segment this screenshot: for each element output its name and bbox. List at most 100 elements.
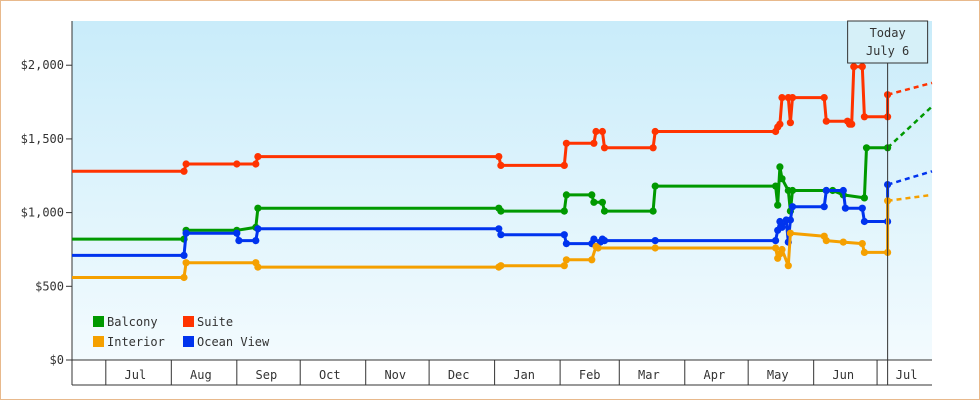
x-tick-label: Mar [638, 368, 660, 382]
data-point [848, 120, 856, 128]
data-point [252, 160, 260, 168]
data-point [235, 237, 243, 245]
data-point [252, 237, 260, 245]
data-point [649, 144, 657, 152]
data-point [254, 225, 262, 233]
data-point [651, 237, 659, 245]
data-point [651, 127, 659, 136]
data-point [594, 244, 602, 252]
data-point [562, 191, 571, 199]
today-box [847, 20, 929, 64]
data-point [590, 235, 598, 243]
data-point [776, 163, 784, 171]
data-point [180, 251, 188, 259]
legend-swatch [93, 336, 104, 347]
data-point [858, 240, 866, 248]
data-point [182, 229, 190, 237]
x-tick-label: Dec [448, 368, 470, 382]
y-tick-label: $1,000 [21, 206, 64, 220]
data-point [497, 161, 505, 169]
legend-swatch [93, 316, 104, 327]
data-point [254, 153, 262, 161]
data-point [180, 167, 188, 175]
data-point [588, 191, 596, 199]
data-point [820, 203, 828, 211]
data-point [776, 120, 784, 128]
data-point [786, 216, 795, 224]
data-point [788, 94, 797, 102]
data-point [562, 240, 571, 248]
x-tick-label: Feb [579, 368, 601, 382]
data-point [858, 63, 866, 71]
y-tick-label: $500 [35, 279, 64, 293]
today-label: Today [870, 26, 906, 40]
legend-label: Suite [197, 315, 233, 329]
data-point [778, 175, 786, 183]
y-tick-label: $0 [50, 353, 64, 367]
data-point [600, 144, 609, 152]
data-point [497, 231, 505, 239]
data-point [598, 127, 607, 136]
legend-label: Balcony [107, 315, 158, 329]
data-point [784, 262, 792, 270]
projection-line [887, 193, 933, 203]
x-tick-label: Jul [896, 368, 918, 382]
data-point [860, 113, 869, 121]
axes: $0 $500 $1,000 $1,500 $2,000 Jul Aug Sep Oct Nov D… [21, 21, 932, 386]
x-tick-label: Jul [125, 368, 147, 382]
x-tick-label: May [767, 368, 789, 382]
data-point [788, 203, 797, 211]
data-point [588, 256, 596, 264]
data-point [182, 259, 190, 267]
data-point [560, 262, 568, 270]
data-point [858, 204, 866, 212]
data-point [860, 217, 869, 226]
data-point [778, 245, 786, 254]
legend-swatch [183, 316, 194, 327]
data-point [839, 186, 847, 195]
x-tick-label: Aug [190, 368, 212, 382]
data-point [651, 244, 659, 252]
legend-swatch [183, 336, 194, 347]
data-point [560, 231, 568, 239]
data-point [786, 229, 795, 237]
data-point [560, 207, 568, 215]
data-point [850, 63, 858, 71]
data-point [180, 273, 188, 282]
data-point [786, 119, 795, 127]
x-tick-label: Sep [256, 368, 278, 382]
data-point [788, 186, 797, 195]
projection-line [887, 170, 933, 186]
projection-line [886, 105, 933, 149]
data-point [774, 201, 782, 209]
data-point [772, 182, 780, 190]
y-tick-label: $1,500 [21, 132, 64, 146]
data-point [562, 256, 571, 264]
x-tick-label: Apr [704, 368, 726, 382]
x-tick-label: Jun [832, 368, 854, 382]
data-point [600, 237, 609, 245]
projection-line [887, 81, 933, 96]
y-tick-label: $2,000 [21, 58, 64, 72]
legend: Balcony Suite Interior Ocean View [93, 315, 270, 349]
data-point [590, 139, 598, 147]
x-tick-label: Jan [513, 368, 535, 382]
data-point [820, 94, 828, 102]
data-point [772, 244, 780, 252]
data-point [822, 186, 830, 195]
data-point [822, 117, 830, 125]
today-date: July 6 [866, 44, 909, 58]
data-point [841, 204, 850, 212]
data-point [649, 207, 657, 215]
data-point [651, 182, 659, 190]
today-marker: Today July 6 [847, 20, 929, 385]
legend-label: Interior [107, 335, 165, 349]
data-point [862, 144, 871, 152]
legend-label: Ocean View [197, 335, 270, 349]
data-point [233, 160, 241, 168]
data-point [598, 198, 607, 206]
data-point [497, 262, 505, 270]
data-point [776, 217, 784, 226]
